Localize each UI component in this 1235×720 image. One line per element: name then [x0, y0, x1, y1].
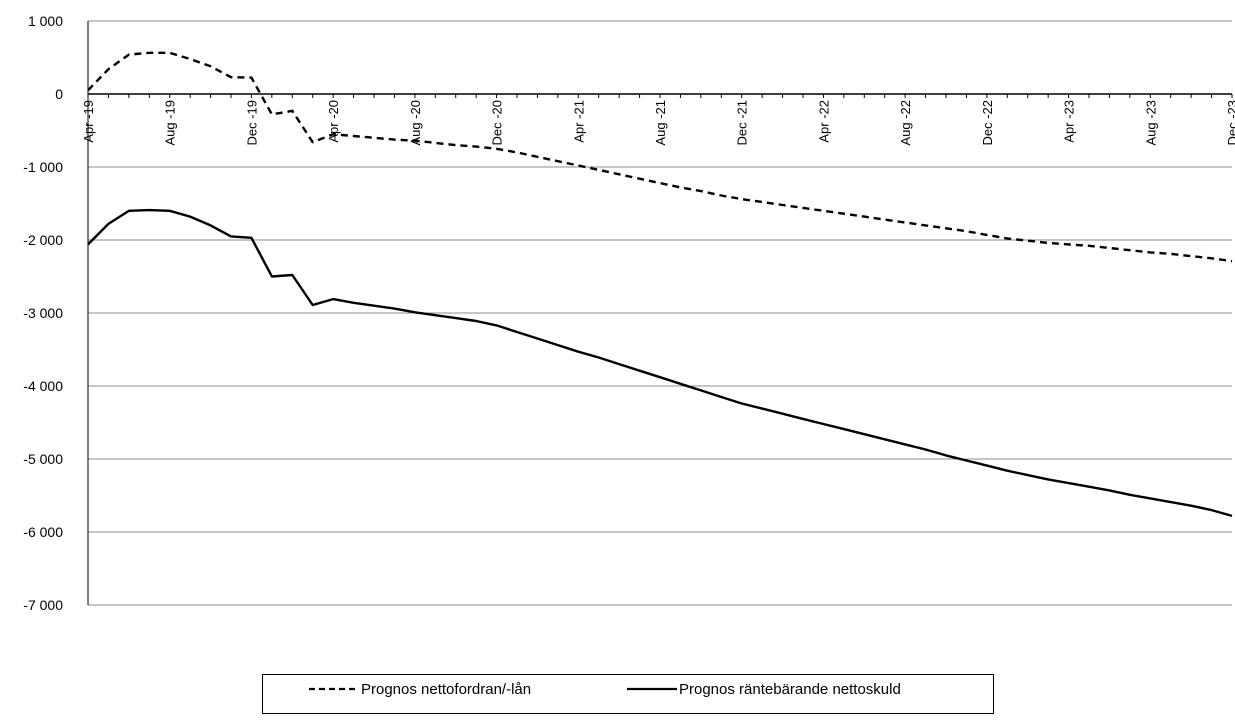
y-tick-label: 1 000 — [28, 13, 63, 29]
x-tick-label: Dec -21 — [735, 100, 750, 146]
legend-label-nettoskuld: Prognos räntebärande nettoskuld — [679, 681, 901, 698]
x-tick-label: Aug -19 — [163, 100, 178, 146]
x-tick-label: Dec -20 — [490, 100, 505, 146]
series-lines — [87, 51, 1233, 518]
y-tick-label: -4 000 — [23, 378, 63, 394]
y-tick-label: -3 000 — [23, 305, 63, 321]
gridlines — [88, 20, 1232, 606]
series-line-1 — [87, 51, 1233, 263]
x-tick-label: Aug -23 — [1143, 100, 1158, 146]
x-tick-label: Apr -23 — [1062, 100, 1077, 143]
x-tick-label: Apr -20 — [326, 100, 341, 143]
x-tick-label: Aug -21 — [653, 100, 668, 146]
legend-label-nettofordran: Prognos nettofordran/-lån — [361, 681, 531, 698]
y-tick-label: -2 000 — [23, 232, 63, 248]
y-tick-label: -6 000 — [23, 524, 63, 540]
y-tick-label: 0 — [55, 86, 63, 102]
x-axis: Apr -19 Aug -19 Dec -19 Apr -20 Aug -20 Dec -… — [81, 93, 1235, 146]
x-tick-label: Aug -22 — [898, 100, 913, 146]
y-tick-label: -7 000 — [23, 597, 63, 613]
x-tick-label: Dec -22 — [980, 100, 995, 146]
x-tick-label: Apr -22 — [816, 100, 831, 143]
x-tick-label: Apr -21 — [571, 100, 586, 143]
x-tick-label: Dec -23 — [1225, 100, 1235, 146]
x-tick-label: Apr -19 — [81, 100, 96, 143]
x-tick-label: Aug -20 — [408, 100, 423, 146]
legend: Prognos nettofordran/-lån Prognos ränteb… — [262, 674, 994, 714]
series-line-2 — [87, 208, 1233, 518]
line-chart: 1 000 0 -1 000 -2 000 -3 000 -4 000 -5 000 -6 0… — [23, 13, 1235, 613]
y-axis: 1 000 0 -1 000 -2 000 -3 000 -4 000 -5 000 -6 0… — [23, 13, 89, 613]
y-tick-label: -5 000 — [23, 451, 63, 467]
y-tick-label: -1 000 — [23, 159, 63, 175]
x-tick-label: Dec -19 — [244, 100, 259, 146]
